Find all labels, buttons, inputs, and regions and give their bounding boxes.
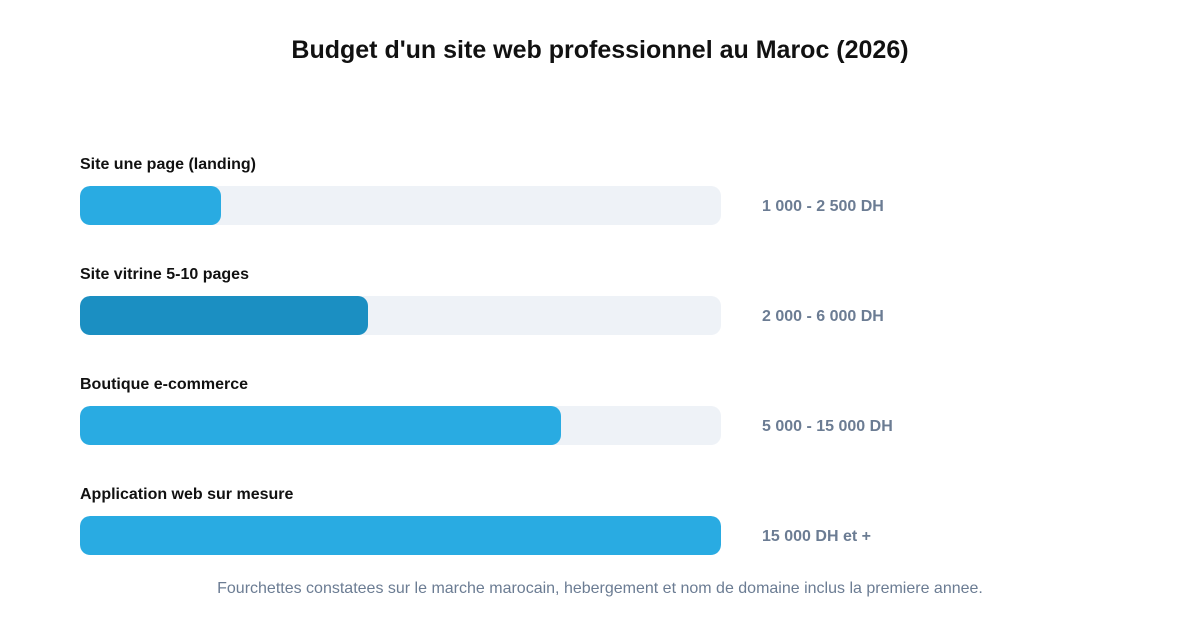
bar [80, 516, 721, 555]
bar-track [80, 296, 721, 335]
bar-row: Site vitrine 5-10 pages 2 000 - 6 000 DH [80, 266, 1120, 366]
category-label: Site une page (landing) [80, 156, 257, 173]
value-label: 2 000 - 6 000 DH [762, 308, 884, 325]
bar [80, 296, 369, 335]
chart-title: Budget d'un site web professionnel au Ma… [291, 36, 909, 64]
value-label: 1 000 - 2 500 DH [762, 198, 884, 215]
value-label: 5 000 - 15 000 DH [762, 418, 893, 435]
chart-footnote: Fourchettes constatees sur le marche mar… [217, 580, 983, 597]
bar [80, 406, 561, 445]
category-label: Boutique e-commerce [80, 376, 249, 393]
bar-track [80, 516, 721, 555]
bar-track [80, 186, 721, 225]
category-label: Application web sur mesure [80, 486, 294, 503]
category-label: Site vitrine 5-10 pages [80, 266, 249, 283]
bar-row: Site une page (landing) 1 000 - 2 500 DH [80, 156, 1120, 256]
value-label: 15 000 DH et + [762, 528, 871, 545]
bar [80, 186, 222, 225]
bar-row: Application web sur mesure 15 000 DH et + [80, 486, 1120, 586]
bar-row: Boutique e-commerce 5 000 - 15 000 DH [80, 376, 1120, 476]
bar-track [80, 406, 721, 445]
